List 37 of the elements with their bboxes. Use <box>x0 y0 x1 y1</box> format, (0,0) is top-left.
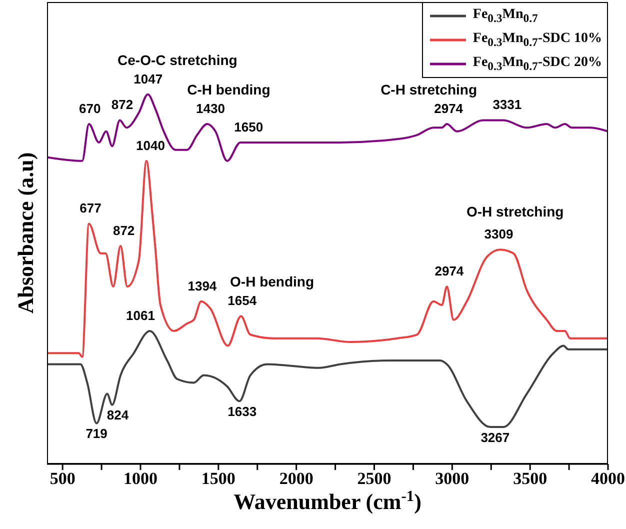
x-tick-label: 1500 <box>201 469 236 488</box>
legend-label: Fe$_{0.3}$Mn$_{0.7}$-SDC 20% <box>472 55 602 73</box>
annotation: O-H bending <box>230 274 314 290</box>
annotation: 824 <box>106 408 130 423</box>
x-tick-label: 500 <box>50 469 76 488</box>
text: Ce-O-C stretching <box>118 52 238 68</box>
x-tick-label: 4000 <box>591 469 625 488</box>
annotation: 670 <box>79 100 101 116</box>
annotation: 872 <box>112 222 135 238</box>
annotation: 3331 <box>492 97 522 112</box>
annotation: 1654 <box>228 293 258 308</box>
annotation: 1430 <box>196 100 225 116</box>
annotation: 1040 <box>136 138 165 153</box>
y-axis-title: Absorbance (a.u) <box>13 152 38 314</box>
annotation: 719 <box>86 426 108 442</box>
annotation: O-H stretching <box>466 203 564 220</box>
annotation: 2974 <box>434 264 464 279</box>
text: 1047 <box>134 71 163 86</box>
x-tick-label: 2000 <box>279 469 314 488</box>
legend-label: Fe$_{0.3}$Mn$_{0.7}$ <box>472 7 538 25</box>
annotation: 3267 <box>480 430 510 445</box>
x-axis-title: Wavenumber (cm$^{-1}$) <box>234 488 422 514</box>
annotation: 1061 <box>126 308 155 323</box>
annotation: 1394 <box>188 278 218 294</box>
annotation: 1650 <box>234 119 264 134</box>
annotation: 2974 <box>434 100 464 116</box>
annotation: 1633 <box>228 404 257 419</box>
annotation: C-H bending <box>187 81 270 98</box>
x-tick-label: 2500 <box>357 469 392 488</box>
x-tick-label: 3500 <box>513 469 548 488</box>
annotation: C-H stretching <box>380 81 478 98</box>
annotation: 3309 <box>484 226 514 242</box>
legend-label: Fe$_{0.3}$Mn$_{0.7}$-SDC 10% <box>472 31 602 49</box>
annotation: 872 <box>111 97 134 112</box>
x-tick-label: 1000 <box>124 469 158 488</box>
annotation: 677 <box>80 200 102 216</box>
x-tick-label: 3000 <box>435 469 470 488</box>
